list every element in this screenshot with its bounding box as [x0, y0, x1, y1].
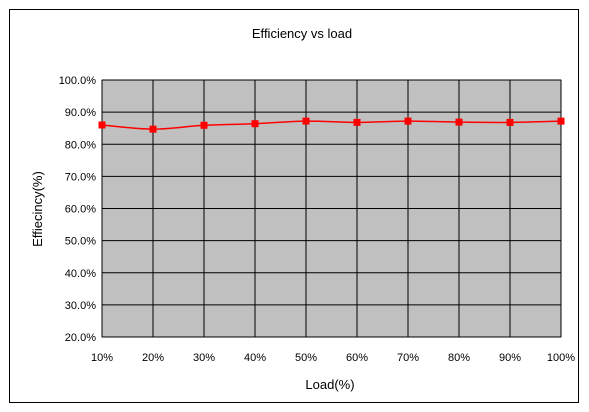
x-tick-label: 100%: [547, 352, 575, 364]
y-axis-title: Effiecincy(%): [30, 171, 45, 247]
data-point-marker: [506, 118, 514, 126]
y-tick-label: 80.0%: [65, 139, 96, 151]
y-axis-ticks: 20.0% 30.0% 40.0% 50.0% 60.0% 70.0% 80.0% 90.0%…: [59, 75, 97, 344]
x-tick-label: 20%: [142, 352, 164, 364]
data-point-marker: [149, 125, 157, 133]
x-axis-title: Load(%): [305, 377, 354, 392]
efficiency-series-markers: [98, 117, 565, 133]
chart-title: Efficiency vs load: [252, 26, 352, 41]
x-tick-label: 50%: [295, 352, 317, 364]
data-point-marker: [251, 120, 259, 128]
x-tick-label: 30%: [193, 352, 215, 364]
y-tick-label: 40.0%: [65, 268, 96, 280]
x-tick-label: 80%: [448, 352, 470, 364]
y-tick-label: 70.0%: [65, 171, 96, 183]
data-point-marker: [353, 118, 361, 126]
efficiency-series-line: [101, 120, 562, 130]
x-tick-label: 40%: [244, 352, 266, 364]
data-point-marker: [455, 118, 463, 126]
y-tick-label: 50.0%: [65, 236, 96, 248]
y-tick-label: 20.0%: [65, 332, 96, 344]
y-tick-label: 90.0%: [65, 107, 96, 119]
x-tick-label: 60%: [346, 352, 368, 364]
data-point-marker: [302, 117, 310, 125]
y-tick-label: 60.0%: [65, 204, 96, 216]
x-tick-label: 10%: [91, 352, 113, 364]
x-tick-label: 70%: [397, 352, 419, 364]
x-axis-ticks: 10% 20% 30% 40% 50% 60% 70% 80% 90% 100%: [91, 352, 575, 364]
x-tick-label: 90%: [499, 352, 521, 364]
data-point-marker: [98, 121, 106, 129]
data-point-marker: [404, 117, 412, 125]
data-point-marker: [200, 121, 208, 129]
y-tick-label: 100.0%: [59, 75, 97, 87]
data-point-marker: [557, 117, 565, 125]
y-tick-label: 30.0%: [65, 300, 96, 312]
